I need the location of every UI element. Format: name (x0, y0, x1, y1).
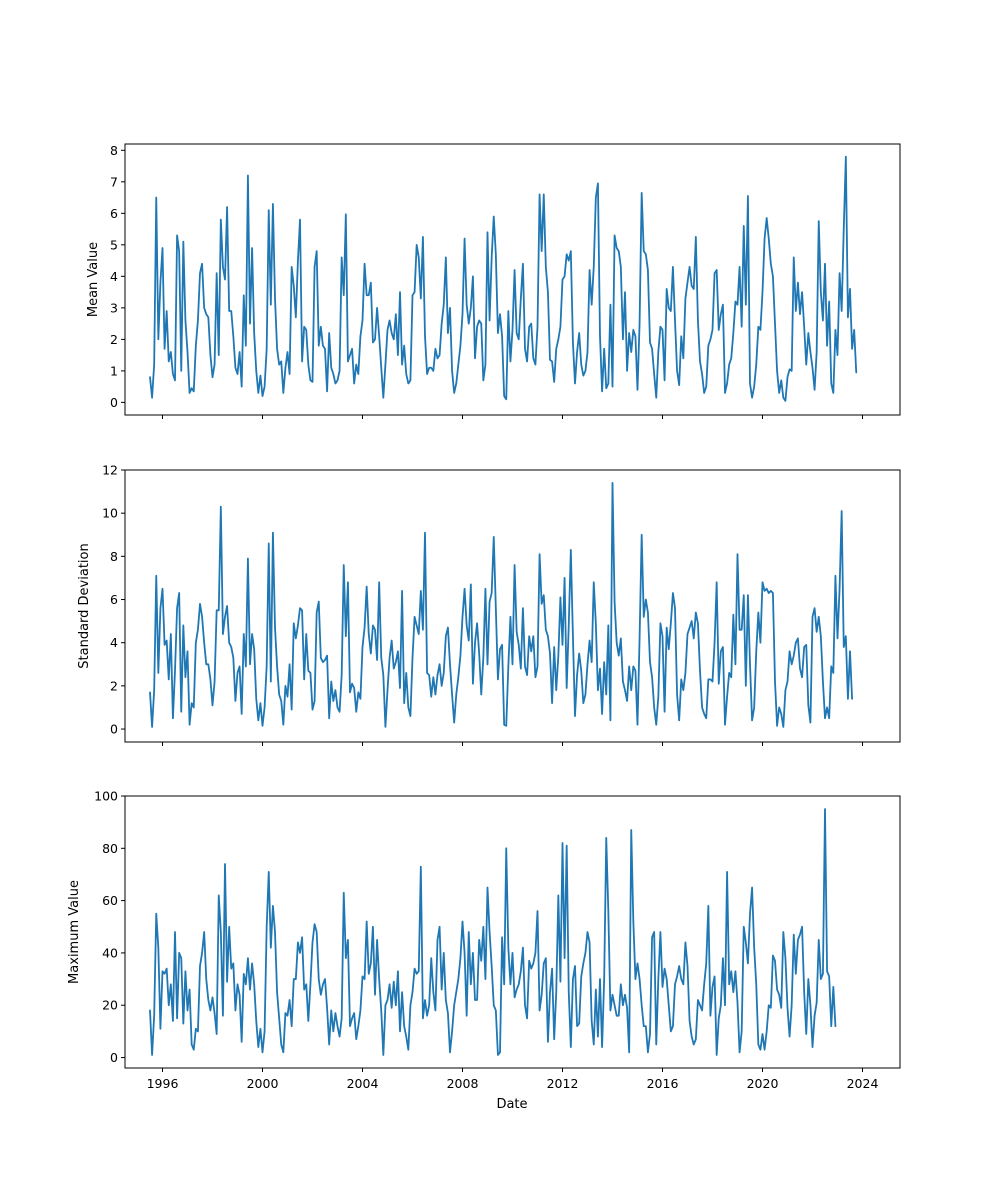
y-axis-label: Standard Deviation (77, 543, 92, 668)
y-tick-label: 1 (110, 363, 118, 378)
y-tick-label: 2 (110, 678, 118, 693)
subplot-standard-deviation: 0 2 4 6 8 10 12 Standard Deviation (77, 463, 901, 746)
y-tick-label: 80 (102, 841, 118, 856)
y-tick-label: 20 (102, 998, 118, 1013)
x-tick-label: 2004 (347, 1076, 379, 1091)
y-tick-label: 3 (110, 300, 118, 315)
subplot-mean-value: 0 1 2 3 4 5 6 7 8 Mean Value (86, 143, 901, 419)
y-axis-label: Mean Value (86, 242, 101, 317)
y-tick-label: 6 (110, 592, 118, 607)
series-line (149, 808, 837, 1056)
x-tick-label: 2016 (647, 1076, 679, 1091)
x-tick-label: 2008 (447, 1076, 479, 1091)
x-tick-label: 2000 (247, 1076, 279, 1091)
subplot-maximum-value: 0 20 40 60 80 100 1996 2000 2004 2008 2012 2016 2020… (67, 789, 901, 1091)
y-tick-label: 10 (102, 506, 118, 521)
y-tick-label: 4 (110, 635, 118, 650)
x-tick-label: 2020 (747, 1076, 779, 1091)
y-tick-label: 5 (110, 237, 118, 252)
x-tick-label: 2012 (547, 1076, 579, 1091)
y-tick-label: 4 (110, 269, 118, 284)
axes-frame (124, 143, 901, 416)
y-axis-label: Maximum Value (67, 880, 82, 984)
y-tick-label: 8 (110, 549, 118, 564)
x-tick-label: 1996 (147, 1076, 179, 1091)
y-tick-label: 100 (94, 789, 118, 804)
axes-frame (124, 469, 901, 743)
y-tick-label: 0 (110, 1050, 118, 1065)
y-tick-label: 0 (110, 395, 118, 410)
y-tick-label: 40 (102, 945, 118, 960)
axes-frame (124, 795, 901, 1069)
y-tick-label: 60 (102, 893, 118, 908)
y-tick-label: 6 (110, 206, 118, 221)
series-line (149, 482, 853, 728)
y-tick-label: 7 (110, 174, 118, 189)
x-axis-label: Date (496, 1097, 527, 1112)
y-tick-label: 2 (110, 332, 118, 347)
y-tick-label: 0 (110, 722, 118, 737)
x-tick-label: 2024 (847, 1076, 879, 1091)
series-line (149, 155, 858, 402)
y-tick-label: 12 (102, 463, 118, 478)
y-tick-label: 8 (110, 143, 118, 158)
